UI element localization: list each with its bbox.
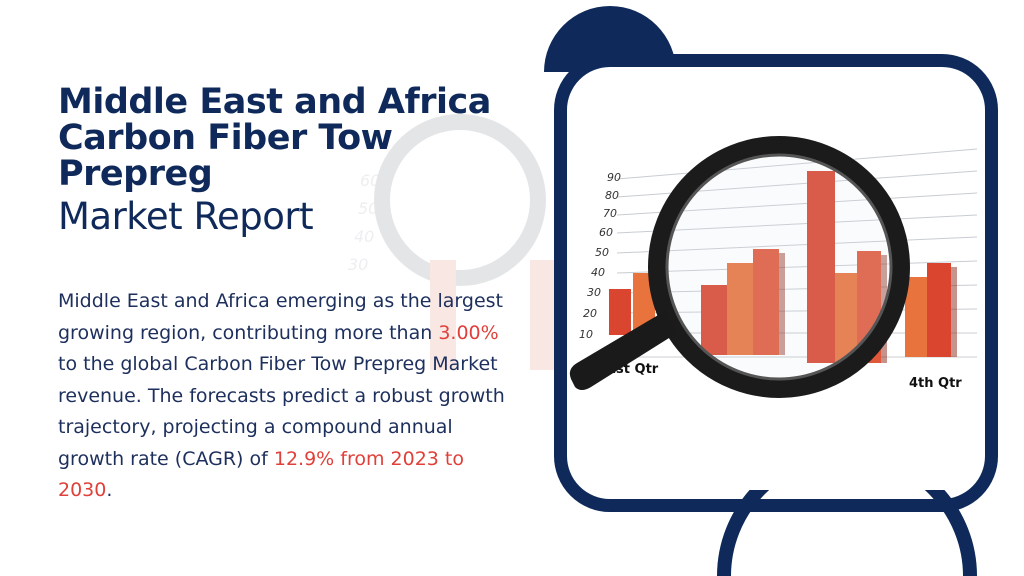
bottom-arch-decoration — [717, 490, 977, 576]
y-tick-70: 70 — [603, 207, 617, 220]
description-text-1: Middle East and Africa emerging as the l… — [58, 290, 503, 344]
title-line-1: Middle East and Africa — [58, 82, 491, 122]
photo-frame: 90 80 70 60 50 40 30 20 10 — [554, 54, 998, 512]
description-text-2: to the global Carbon Fiber Tow Prepreg M… — [58, 353, 505, 470]
y-tick-90: 90 — [607, 171, 621, 184]
highlight-share: 3.00% — [438, 321, 499, 344]
y-tick-80: 80 — [605, 189, 619, 202]
background-chart-graphic: 60 50 40 30 — [348, 114, 556, 370]
svg-text:40: 40 — [354, 227, 374, 246]
subtitle: Market Report — [58, 195, 314, 238]
magnifying-glass-icon — [569, 136, 910, 398]
y-tick-30: 30 — [587, 286, 601, 299]
qtr-label-4: 4th Qtr — [909, 376, 962, 391]
title-line-3: Prepreg — [58, 154, 213, 194]
title-line-2: Carbon Fiber Tow — [58, 118, 393, 158]
svg-text:30: 30 — [348, 255, 368, 274]
y-tick-40: 40 — [591, 266, 605, 279]
highlight-cagr: 12.9% from 2023 to 2030 — [58, 447, 464, 502]
description-text-3: . — [106, 479, 113, 501]
svg-text:50: 50 — [358, 199, 378, 218]
svg-text:60: 60 — [360, 171, 380, 190]
y-tick-50: 50 — [595, 246, 609, 259]
magnifying-glass-chart-photo: 90 80 70 60 50 40 30 20 10 — [569, 136, 978, 398]
y-tick-60: 60 — [599, 226, 613, 239]
description-paragraph: Middle East and Africa emerging as the l… — [58, 286, 508, 507]
y-tick-10: 10 — [579, 328, 593, 341]
title-block: Middle East and Africa Carbon Fiber Tow … — [58, 84, 528, 238]
y-tick-20: 20 — [583, 307, 597, 320]
